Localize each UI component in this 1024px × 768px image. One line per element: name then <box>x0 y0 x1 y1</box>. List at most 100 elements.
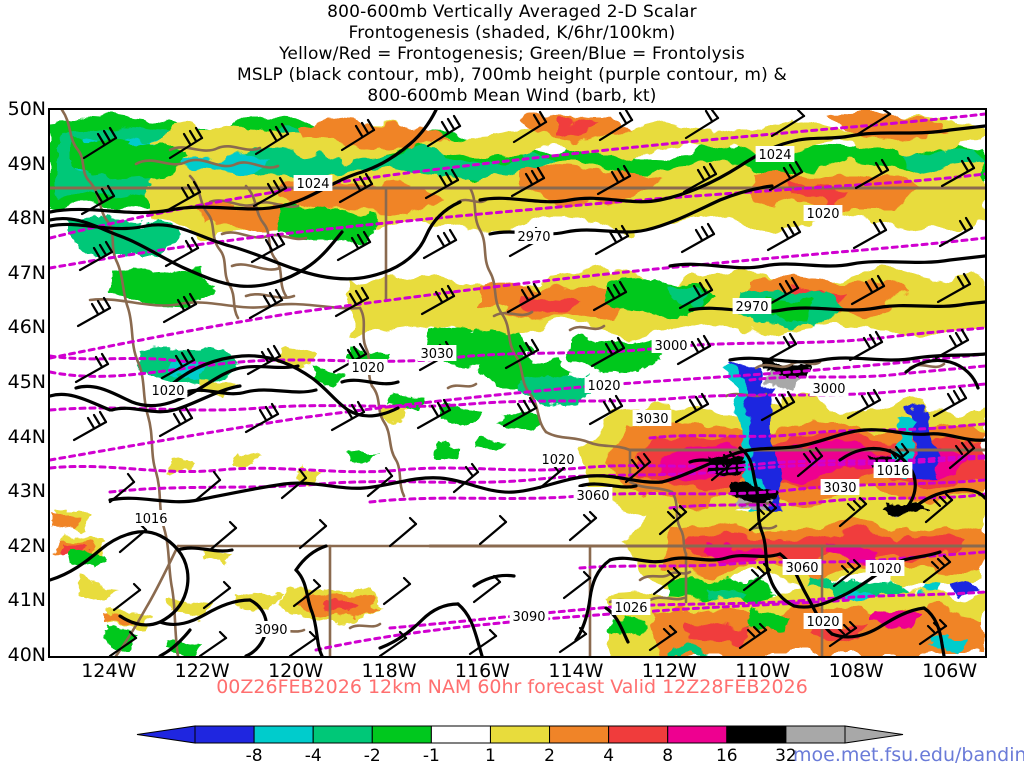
contour-label-mslp: 1020 <box>538 451 578 468</box>
colorbar-cell <box>194 725 255 744</box>
svg-text:1020: 1020 <box>806 207 839 222</box>
contour-label-mslp: 1020 <box>148 382 188 399</box>
title-line-2: Frontogenesis (shaded, K/6hr/100km) <box>348 23 676 43</box>
svg-text:1020: 1020 <box>351 361 384 376</box>
colorbar-tick: -2 <box>363 746 381 766</box>
colorbar-tick: 2 <box>544 746 555 766</box>
svg-text:1020: 1020 <box>541 453 574 468</box>
colorbar-cell <box>726 725 787 744</box>
colorbar-tick: 8 <box>662 746 674 766</box>
lon-label-112w: 112W <box>641 660 697 682</box>
contour-label-height: 3000 <box>651 337 691 354</box>
svg-text:1016: 1016 <box>876 464 909 479</box>
lat-label-48n: 48N <box>7 207 46 230</box>
title-line-1: 800-600mb Vertically Averaged 2-D Scalar <box>327 2 697 22</box>
lon-label-122w: 122W <box>174 660 230 682</box>
colorbar-tick: 16 <box>715 746 738 766</box>
svg-text:3060: 3060 <box>785 561 818 576</box>
contour-label-mslp: 1020 <box>803 205 843 222</box>
svg-text:1020: 1020 <box>868 562 901 577</box>
colorbar-cell <box>430 725 491 744</box>
colorbar-tick: 4 <box>603 746 615 766</box>
lon-label-120w: 120W <box>268 660 324 682</box>
lat-label-42n: 42N <box>7 534 46 557</box>
colorbar-cell <box>253 725 314 744</box>
contour-label-height: 3060 <box>573 487 613 504</box>
colorbar-cell <box>371 725 432 744</box>
contour-label-mslp: 1020 <box>348 359 388 376</box>
colorbar-low-arrow <box>136 725 196 744</box>
colorbar-cell <box>489 725 551 744</box>
lon-label-108w: 108W <box>828 660 884 682</box>
svg-text:3090: 3090 <box>254 623 287 638</box>
colorbar-tick: -1 <box>422 746 440 766</box>
colorbar-tick: -8 <box>245 746 263 766</box>
svg-text:3060: 3060 <box>576 489 609 504</box>
contour-value-labels: 1024 1024 1020 1020 1020 1020 1020 1016 1016 1026… <box>131 146 913 638</box>
contour-label-height: 3090 <box>509 608 549 625</box>
colorbar-cell <box>667 725 728 744</box>
lat-label-47n: 47N <box>7 261 46 284</box>
lat-label-49n: 49N <box>7 152 46 175</box>
title-line-3: Yellow/Red = Frontogenesis; Green/Blue =… <box>279 44 745 64</box>
lat-label-43n: 43N <box>7 480 46 503</box>
contour-label-height: 3030 <box>417 345 457 362</box>
svg-text:1020: 1020 <box>587 379 620 394</box>
contour-label-mslp: 1020 <box>803 613 843 630</box>
lon-label-110w: 110W <box>735 660 791 682</box>
lat-label-50n: 50N <box>7 98 46 120</box>
title-line-4: MSLP (black contour, mb), 700mb height (… <box>236 65 788 85</box>
contour-label-mslp: 1024 <box>293 175 333 192</box>
svg-text:2970: 2970 <box>735 300 768 315</box>
colorbar-tick: -4 <box>304 746 322 766</box>
colorbar-high-arrow <box>844 725 904 744</box>
contour-label-mslp: 1016 <box>131 510 171 527</box>
contour-label-height: 3060 <box>782 559 822 576</box>
lat-label-44n: 44N <box>7 425 46 448</box>
colorbar-cell <box>312 725 373 744</box>
contour-label-mslp: 1016 <box>873 462 913 479</box>
colorbar-swatches <box>136 725 904 744</box>
forecast-caption: 00Z26FEB2026 12km NAM 60hr forecast Vali… <box>216 676 808 698</box>
lon-label-114w: 114W <box>548 660 604 682</box>
contour-label-height: 2970 <box>732 298 772 315</box>
svg-text:1020: 1020 <box>151 384 184 399</box>
colorbar-tick: 1 <box>485 746 496 766</box>
svg-text:1016: 1016 <box>134 512 167 527</box>
lon-label-116w: 116W <box>454 660 510 682</box>
svg-text:1024: 1024 <box>296 177 329 192</box>
contour-label-height: 3090 <box>251 621 291 638</box>
svg-text:3030: 3030 <box>635 412 668 427</box>
colorbar: -8 -4 -2 -1 1 2 4 8 16 32 <box>130 720 910 768</box>
contour-label-mslp: 1026 <box>611 599 651 616</box>
title-line-5: 800-600mb Mean Wind (barb, kt) <box>367 86 657 106</box>
shaded-frontogenesis-field: 1024 1024 1020 1020 1020 1020 1020 1016 1016 1026… <box>50 110 985 656</box>
lon-label-118w: 118W <box>361 660 417 682</box>
chart-title-block: 800-600mb Vertically Averaged 2-D Scalar… <box>0 2 1024 107</box>
map-plot-area: 1024 1024 1020 1020 1020 1020 1020 1016 1016 1026… <box>48 108 987 658</box>
lon-label-106w: 106W <box>922 660 978 682</box>
svg-text:2970: 2970 <box>517 230 550 245</box>
svg-text:3000: 3000 <box>654 339 687 354</box>
lat-label-41n: 41N <box>7 589 46 612</box>
wind-barbs <box>72 110 976 656</box>
colorbar-cell <box>785 725 846 744</box>
svg-text:3000: 3000 <box>812 382 845 397</box>
svg-text:3090: 3090 <box>512 610 545 625</box>
svg-text:3030: 3030 <box>420 347 453 362</box>
lat-label-46n: 46N <box>7 316 46 339</box>
site-watermark: moe.met.fsu.edu/banding <box>793 744 1024 766</box>
contour-label-mslp: 1024 <box>755 146 795 163</box>
map-canvas: 1024 1024 1020 1020 1020 1020 1020 1016 1016 1026… <box>50 110 985 656</box>
colorbar-cell <box>549 725 610 744</box>
svg-text:3030: 3030 <box>823 481 856 496</box>
contour-label-height: 3030 <box>632 410 672 427</box>
lat-label-40n: 40N <box>7 644 46 666</box>
contour-label-mslp: 1020 <box>865 560 905 577</box>
contour-label-height: 3030 <box>820 479 860 496</box>
svg-text:1024: 1024 <box>758 148 791 163</box>
contour-label-mslp: 1020 <box>584 377 624 394</box>
lon-label-124w: 124W <box>81 660 137 682</box>
svg-text:1026: 1026 <box>614 601 647 616</box>
